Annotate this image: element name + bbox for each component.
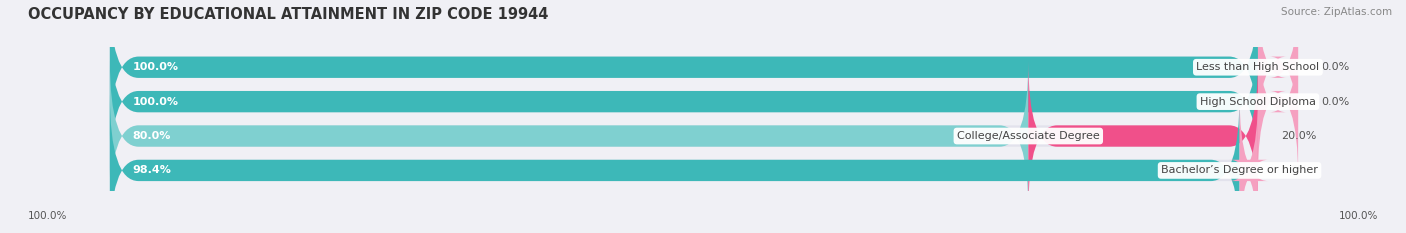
FancyBboxPatch shape [110,26,1258,177]
FancyBboxPatch shape [110,95,1258,233]
Text: Bachelor’s Degree or higher: Bachelor’s Degree or higher [1161,165,1317,175]
Text: 100.0%: 100.0% [132,62,179,72]
Text: College/Associate Degree: College/Associate Degree [957,131,1099,141]
FancyBboxPatch shape [1229,95,1268,233]
FancyBboxPatch shape [110,0,1258,143]
FancyBboxPatch shape [1258,0,1298,143]
Text: 100.0%: 100.0% [1339,211,1378,221]
Text: 20.0%: 20.0% [1281,131,1316,141]
Text: 98.4%: 98.4% [132,165,172,175]
FancyBboxPatch shape [110,61,1028,211]
Text: Source: ZipAtlas.com: Source: ZipAtlas.com [1281,7,1392,17]
Text: 80.0%: 80.0% [132,131,172,141]
Text: 100.0%: 100.0% [28,211,67,221]
Text: 1.6%: 1.6% [1281,165,1309,175]
FancyBboxPatch shape [110,95,1240,233]
FancyBboxPatch shape [1258,26,1298,177]
FancyBboxPatch shape [1028,61,1258,211]
FancyBboxPatch shape [110,0,1258,143]
Text: Less than High School: Less than High School [1197,62,1319,72]
Text: High School Diploma: High School Diploma [1199,97,1316,107]
Text: 0.0%: 0.0% [1322,97,1350,107]
FancyBboxPatch shape [110,61,1258,211]
FancyBboxPatch shape [110,26,1258,177]
Text: 0.0%: 0.0% [1322,62,1350,72]
Text: 100.0%: 100.0% [132,97,179,107]
Text: OCCUPANCY BY EDUCATIONAL ATTAINMENT IN ZIP CODE 19944: OCCUPANCY BY EDUCATIONAL ATTAINMENT IN Z… [28,7,548,22]
